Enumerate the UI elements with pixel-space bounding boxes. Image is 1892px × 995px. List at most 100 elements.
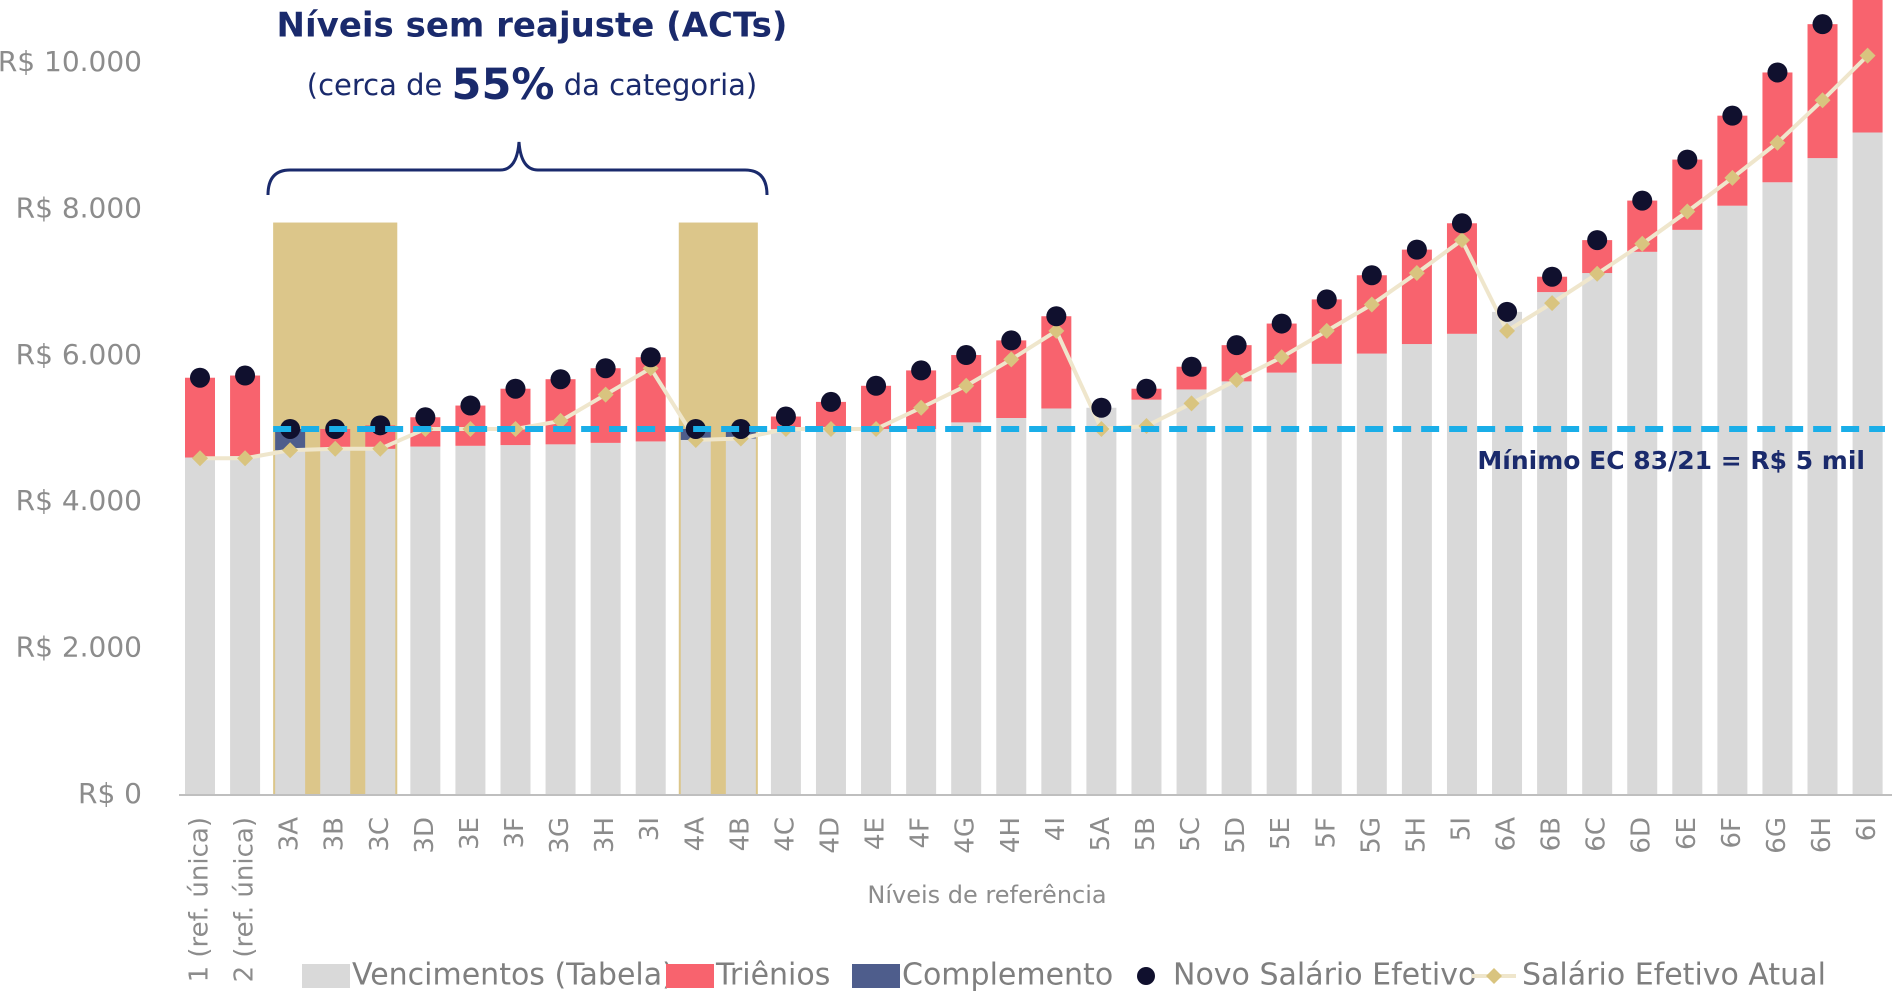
bar-segment: [861, 428, 892, 795]
bar-segment: [1762, 182, 1793, 796]
x-tick-label: 6I: [1852, 817, 1882, 841]
dot-marker: [1542, 266, 1563, 287]
bar-segment: [906, 428, 937, 795]
diamond-marker: [1048, 322, 1065, 339]
diamond-marker: [1724, 169, 1741, 186]
diamond-marker: [327, 440, 344, 457]
dot-marker: [956, 345, 977, 366]
x-tick-label: 3F: [500, 817, 530, 849]
bar-segment: [1537, 292, 1568, 795]
bar-segment: [1446, 333, 1477, 795]
x-tick-label: 3A: [275, 817, 305, 852]
x-tick-label: 6F: [1717, 817, 1747, 849]
bar-segment: [1356, 275, 1387, 354]
legend-label: Vencimentos (Tabela): [352, 958, 674, 993]
x-tick-label: 4C: [770, 817, 800, 852]
x-tick-label: 5A: [1086, 817, 1116, 852]
diamond-marker: [192, 450, 208, 467]
dot-marker: [1181, 356, 1202, 377]
legend-swatch: [852, 964, 900, 988]
x-tick-label: 3E: [455, 817, 485, 850]
bar-segment: [320, 448, 351, 795]
y-tick-label: R$ 6.000: [16, 338, 142, 371]
x-tick-label: 6G: [1762, 817, 1792, 854]
diamond-marker: [1499, 322, 1516, 339]
x-tick-label: 1 (ref. única): [185, 817, 215, 982]
dot-marker: [550, 369, 571, 390]
bar-segment: [1041, 408, 1072, 795]
legend-swatch: [302, 964, 350, 988]
diamond-marker: [597, 386, 614, 403]
x-tick-label: 3C: [365, 817, 395, 852]
bar-segment: [1717, 115, 1748, 206]
dot-marker: [595, 358, 616, 379]
dot-marker: [1677, 149, 1698, 170]
dot-marker: [640, 347, 661, 368]
dot-marker: [235, 365, 256, 386]
diamond-marker: [1003, 351, 1020, 368]
bar-segment: [500, 445, 531, 795]
bar-segment: [1852, 132, 1883, 795]
x-tick-label: 4I: [1041, 817, 1071, 841]
diamond-marker: [1453, 232, 1470, 249]
diamond-marker: [1318, 322, 1335, 339]
x-tick-label: 4D: [815, 817, 845, 854]
subtitle-part: (cerca de: [307, 68, 452, 102]
x-tick-label: 4G: [951, 817, 981, 854]
series-line: [200, 54, 1869, 461]
dot-marker: [1046, 306, 1067, 327]
dot-marker: [1497, 301, 1518, 322]
dot-marker: [1767, 62, 1788, 83]
diamond-marker: [958, 377, 975, 394]
bar-segment: [1356, 353, 1387, 795]
dot-marker: [1406, 239, 1427, 260]
bar-segment: [1672, 229, 1703, 795]
bar-segment: [1266, 372, 1297, 795]
dot-marker: [730, 418, 751, 439]
dot-marker: [370, 415, 391, 436]
bracket: [266, 141, 769, 196]
y-tick-label: R$ 10.000: [0, 45, 142, 78]
legend-label: Triênios: [715, 958, 830, 993]
x-tick-label: 5F: [1311, 817, 1341, 849]
x-tick-label: 4A: [680, 817, 710, 852]
diamond-marker: [1273, 349, 1290, 366]
dot-marker: [866, 375, 887, 396]
dot-marker: [1271, 313, 1292, 334]
x-tick-label: 5B: [1131, 817, 1161, 851]
bar-segment: [635, 441, 666, 795]
dot-marker: [190, 367, 210, 388]
subtitle-part: da categoria): [554, 68, 757, 102]
dot-marker: [1812, 14, 1833, 35]
diamond-marker: [507, 420, 524, 437]
y-tick-label: R$ 0: [78, 777, 142, 810]
x-tick-label: 3G: [545, 817, 575, 854]
diamond-marker: [372, 440, 389, 457]
bar-segment: [590, 442, 621, 795]
legend-swatch: [1486, 968, 1502, 984]
diamond-marker: [1679, 203, 1696, 220]
bar-segment: [185, 457, 215, 795]
diamond-marker: [282, 442, 299, 459]
x-tick-label: 3B: [320, 817, 350, 851]
bar-segment: [1627, 251, 1658, 795]
diamond-marker: [822, 420, 839, 437]
chart-subtitle: (cerca de 55% da categoria): [307, 60, 758, 110]
x-tick-label: 6E: [1672, 817, 1702, 850]
bar-segment: [1131, 399, 1162, 795]
bar-segment: [455, 445, 486, 795]
bar-segment: [230, 456, 261, 795]
x-tick-label: 3I: [635, 817, 665, 841]
bar-segment: [1401, 344, 1432, 795]
dot-marker: [775, 406, 796, 427]
dot-marker: [1451, 213, 1472, 234]
dot-marker: [1091, 397, 1112, 418]
bar-segment: [365, 448, 396, 795]
dot-marker: [911, 360, 932, 381]
x-axis-title: Níveis de referência: [867, 881, 1106, 909]
x-tick-label: 6H: [1807, 817, 1837, 853]
bar-segment: [996, 417, 1027, 795]
bar-segment: [815, 428, 846, 795]
y-tick-label: R$ 2.000: [16, 631, 142, 664]
